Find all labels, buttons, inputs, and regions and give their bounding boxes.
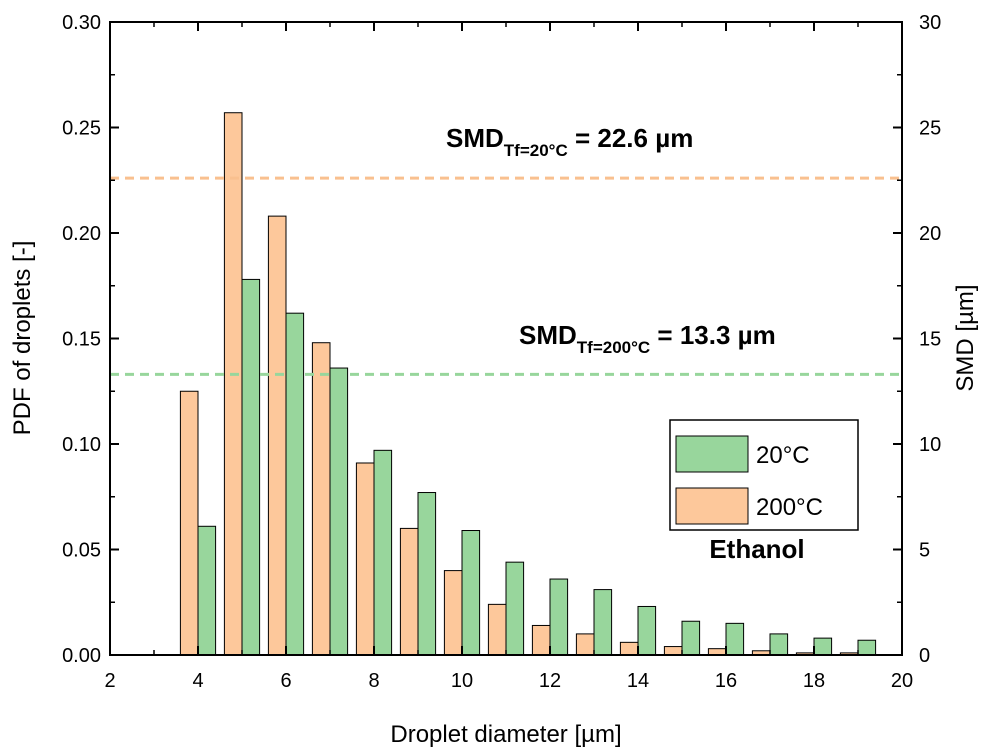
y-tick-label: 0.30 — [62, 12, 101, 34]
bar-series-a-15 — [681, 620, 701, 656]
bar-series-b-7 — [311, 342, 331, 656]
bar-series-b-10 — [443, 570, 463, 656]
y-axis-ticks: 0.00 0.05 0.10 0.15 0.20 0.25 0.30 — [62, 12, 119, 667]
bar-series-a-18 — [813, 637, 833, 656]
smd-label-2: SMDTf=200°C = 13.3 µm — [519, 320, 776, 357]
bar-series-b-13 — [575, 633, 595, 656]
x-tick-label: 4 — [192, 670, 203, 692]
bar-series-b-4 — [179, 390, 199, 656]
y-tick-label: 0.00 — [62, 645, 101, 667]
legend-label-1: 20°C — [756, 442, 810, 469]
bar-series-a-11 — [505, 561, 525, 656]
bar-series-a-5 — [241, 278, 261, 656]
y-tick-label: 0.20 — [62, 223, 101, 245]
y2-tick-label: 0 — [919, 645, 930, 667]
bar-series-a-16 — [725, 622, 745, 656]
y2-tick-label: 5 — [919, 540, 930, 562]
bar-series-a-4 — [197, 525, 217, 656]
bar-series-b-6 — [267, 215, 287, 656]
bar-series-a-10 — [461, 530, 481, 656]
bar-series-a-17 — [769, 633, 789, 656]
x-tick-label: 8 — [368, 670, 379, 692]
y-tick-label: 0.25 — [62, 118, 101, 140]
bar-series-a-8 — [373, 449, 393, 656]
bar-series-b-11 — [487, 603, 507, 656]
y-tick-label: 0.15 — [62, 329, 101, 351]
x-tick-label: 18 — [803, 670, 825, 692]
smd-label-1: SMDTf=20°C = 22.6 µm — [446, 123, 693, 160]
x-axis-ticks: 2 4 6 8 10 12 14 16 18 20 — [104, 22, 913, 692]
x-tick-label: 12 — [539, 670, 561, 692]
y2-tick-label: 25 — [919, 118, 941, 140]
legend: 20°C 200°C — [669, 419, 859, 531]
bar-series-b-14 — [619, 641, 639, 656]
x-tick-label: 6 — [280, 670, 291, 692]
bar-series-a-14 — [637, 605, 657, 656]
legend-swatch-2 — [675, 487, 749, 525]
bar-series-a-7 — [329, 367, 349, 656]
fluid-annotation: Ethanol — [709, 534, 804, 564]
bar-series-b-15 — [663, 646, 683, 656]
bars-layer — [179, 112, 877, 656]
x-axis-label: Droplet diameter [µm] — [390, 721, 621, 748]
x-tick-label: 14 — [627, 670, 649, 692]
y2-tick-label: 10 — [919, 434, 941, 456]
bar-series-b-9 — [399, 527, 419, 656]
y2-axis-ticks: 0 5 10 15 20 25 30 — [893, 12, 941, 667]
y2-axis-label: SMD [µm] — [952, 284, 979, 391]
reference-line-labels: SMDTf=20°C = 22.6 µm SMDTf=200°C = 13.3 µ… — [446, 123, 776, 357]
reference-lines-layer — [110, 176, 902, 376]
legend-swatch-1 — [675, 435, 749, 473]
bar-series-a-13 — [593, 589, 613, 656]
y-tick-label: 0.05 — [62, 540, 101, 562]
bar-series-a-9 — [417, 492, 437, 656]
x-tick-label: 16 — [715, 670, 737, 692]
bar-series-a-6 — [285, 312, 305, 656]
y-axis-label: PDF of droplets [-] — [9, 241, 36, 436]
x-tick-label: 10 — [451, 670, 473, 692]
bar-series-b-12 — [531, 624, 551, 656]
bar-series-b-5 — [223, 112, 243, 656]
bar-series-b-8 — [355, 462, 375, 656]
y-tick-label: 0.10 — [62, 434, 101, 456]
y2-tick-label: 30 — [919, 12, 941, 34]
x-tick-label: 2 — [104, 670, 115, 692]
y2-tick-label: 15 — [919, 329, 941, 351]
x-tick-label: 20 — [891, 670, 913, 692]
y2-tick-label: 20 — [919, 223, 941, 245]
bar-series-a-19 — [857, 639, 877, 656]
bar-series-a-12 — [549, 578, 569, 656]
legend-label-2: 200°C — [756, 494, 823, 521]
